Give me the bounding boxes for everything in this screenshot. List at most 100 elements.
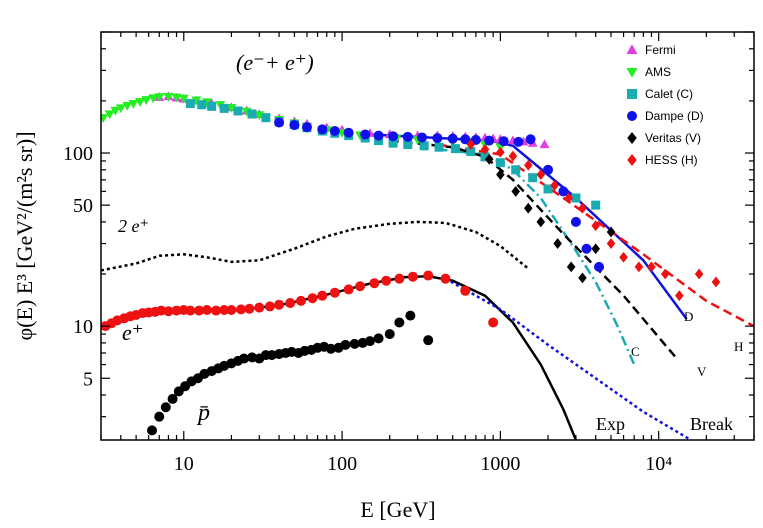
data-point	[388, 138, 398, 148]
data-point	[101, 114, 109, 123]
data-point	[219, 304, 230, 315]
annotation-fit-d: D	[684, 309, 693, 324]
data-point	[274, 299, 285, 310]
x-tick-label: 10	[174, 453, 194, 475]
data-point	[163, 92, 174, 102]
data-point	[536, 169, 546, 181]
data-point	[405, 310, 416, 321]
series-antiprotons	[147, 310, 434, 436]
data-point	[317, 124, 328, 135]
ticks-layer: 10 100 1000 10⁴ 5 10 50 100	[63, 31, 755, 475]
data-point	[496, 169, 505, 181]
data-point	[558, 186, 569, 197]
legend-item-calet-c: Calet (C)	[627, 87, 693, 101]
data-point	[264, 301, 275, 312]
data-point	[394, 317, 405, 328]
legend-marker	[626, 44, 638, 54]
data-point	[163, 306, 174, 317]
data-point	[167, 393, 178, 404]
series-ams	[101, 92, 506, 153]
legend-label: Fermi	[645, 43, 676, 57]
data-point	[115, 104, 126, 114]
data-point	[619, 251, 628, 263]
data-point	[369, 278, 380, 289]
data-point	[244, 303, 255, 314]
y-tick-label: 100	[63, 143, 93, 165]
data-point	[434, 142, 444, 152]
data-point	[581, 243, 592, 254]
data-point	[423, 335, 434, 346]
data-point	[156, 305, 167, 316]
y-axis-title: φ(E) E³ [GeV²/(m²s sr)]	[12, 131, 37, 340]
data-point	[226, 103, 237, 113]
data-point	[591, 243, 600, 255]
data-point	[388, 131, 399, 142]
data-point	[711, 276, 721, 288]
data-point	[233, 106, 243, 116]
data-point	[523, 202, 533, 214]
data-point	[675, 290, 684, 302]
data-point	[301, 122, 312, 133]
annotation-break: Break	[690, 414, 733, 434]
legend-marker	[627, 132, 637, 144]
data-point	[528, 173, 538, 183]
data-point	[211, 305, 222, 316]
data-point	[460, 285, 471, 296]
x-tick-label: 100	[327, 453, 357, 475]
x-axis-title: E [GeV]	[360, 497, 435, 522]
annotation-fit-v: V	[697, 364, 707, 379]
data-point	[484, 153, 494, 165]
data-point	[122, 101, 133, 111]
line-2-e-model	[101, 220, 530, 272]
data-point	[340, 339, 351, 350]
y-tick-label: 5	[83, 368, 93, 390]
annotation-2-positron: 2 e⁺	[118, 216, 149, 236]
data-point	[207, 101, 217, 111]
data-point	[160, 402, 171, 413]
data-point	[171, 93, 182, 103]
data-point	[329, 287, 340, 298]
plot-area	[101, 91, 754, 440]
data-point	[496, 146, 505, 158]
data-point	[571, 193, 581, 203]
data-point	[539, 139, 550, 149]
data-point	[578, 272, 587, 284]
data-point	[219, 103, 229, 113]
annotation-electrons-positrons: (e⁻+ e⁺)	[236, 50, 314, 75]
data-point	[417, 132, 428, 143]
data-point	[543, 184, 553, 194]
data-point	[238, 353, 249, 364]
data-point	[394, 273, 405, 284]
data-point	[606, 238, 616, 249]
data-point	[447, 133, 458, 144]
data-point	[343, 284, 354, 295]
data-point	[154, 411, 165, 422]
data-point	[147, 425, 158, 436]
x-tick-label: 10⁴	[645, 453, 672, 475]
data-point	[364, 336, 375, 347]
data-point	[403, 139, 413, 149]
data-point	[191, 96, 202, 106]
line-fit-h	[437, 143, 754, 328]
legend-marker	[627, 111, 637, 121]
data-point	[185, 305, 196, 316]
data-point	[317, 290, 328, 301]
legend-label: AMS	[645, 65, 671, 79]
data-point	[564, 192, 573, 204]
legend-marker	[627, 154, 637, 166]
data-point	[578, 202, 587, 214]
data-point	[480, 143, 490, 155]
legend-marker	[626, 68, 638, 78]
y-tick-label: 50	[73, 195, 93, 217]
line-break	[444, 277, 692, 440]
annotation-fit-h: H	[734, 339, 743, 354]
data-point	[407, 271, 418, 282]
data-point	[513, 136, 524, 147]
annotation-positron: e⁺	[122, 320, 143, 345]
data-point	[171, 305, 182, 316]
data-point	[247, 109, 257, 119]
data-point	[274, 117, 285, 128]
legend-label: Veritas (V)	[645, 131, 701, 145]
data-point	[373, 130, 384, 141]
data-point	[381, 275, 392, 286]
